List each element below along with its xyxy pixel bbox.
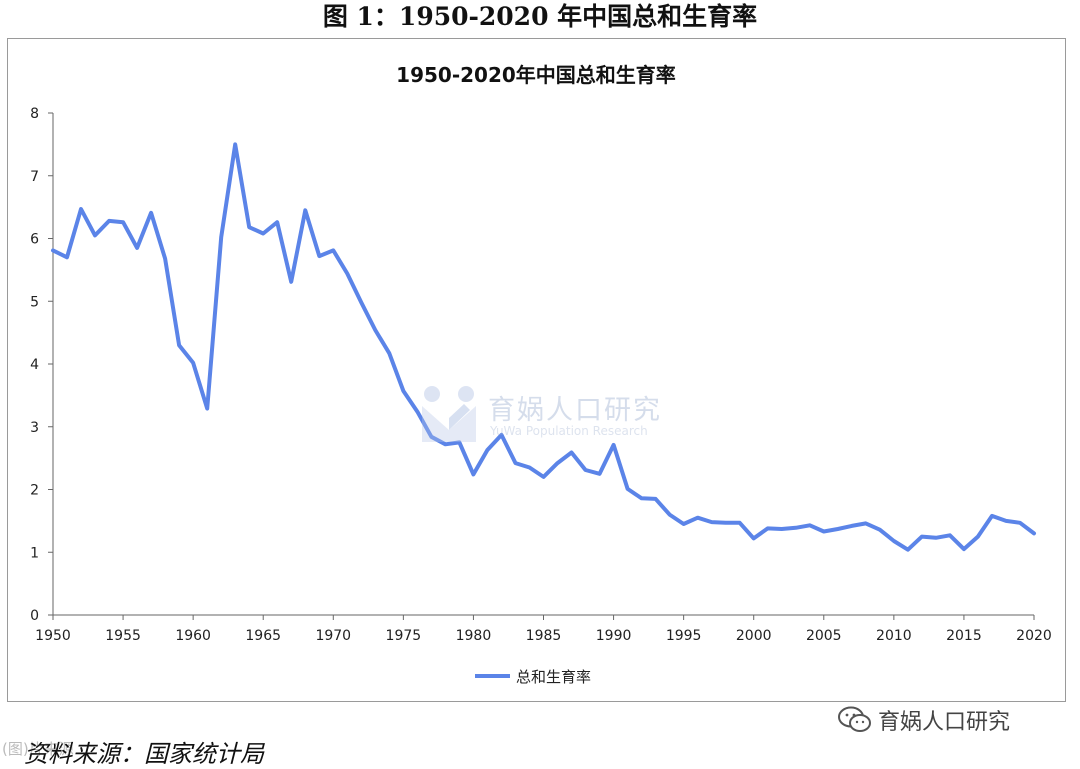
series-line [51,142,1036,552]
x-tick-label: 1980 [456,628,492,644]
legend-label: 总和生育率 [516,668,591,686]
y-tick-label: 2 [30,483,39,499]
y-tick-label: 3 [30,420,39,436]
x-tick-label: 1965 [245,628,281,644]
figure-caption: 图 1：1950-2020 年中国总和生育率 [322,2,758,31]
x-tick-label: 1960 [175,628,211,644]
y-tick-label: 8 [30,106,39,122]
y-tick-label: 0 [30,608,39,624]
axes: 0 1 2 3 4 5 6 7 8 1950 1955 1960 1965 1970 1975 1980 198… [30,106,1052,644]
x-tick-label: 1995 [666,628,702,644]
line-chart: 1950-2020年中国总和生育率 0 1 2 3 4 5 6 7 8 1950 1955 1960 1… [30,63,1052,686]
wechat-icon [838,706,871,732]
x-tick-label: 1970 [315,628,351,644]
x-tick-label: 1985 [526,628,562,644]
x-tick-label: 2020 [1016,628,1052,644]
y-tick-label: 5 [30,294,39,310]
wechat-account[interactable]: 育娲人口研究 [838,703,1010,737]
y-tick-label: 1 [30,545,39,561]
x-tick-label: 1990 [596,628,632,644]
y-tick-label: 4 [30,357,39,373]
series-layer [51,142,1036,552]
y-tick-label: 6 [30,232,39,248]
x-tick-label: 2010 [876,628,912,644]
wechat-account-label: 育娲人口研究 [878,710,1011,735]
source-note: 资料来源：国家统计局 [24,740,264,768]
x-tick-label: 2000 [736,628,772,644]
source-watermark: (图)片来源 [2,740,74,758]
x-tick-label: 2015 [946,628,982,644]
x-tick-label: 1950 [35,628,71,644]
x-tick-label: 2005 [806,628,842,644]
y-tick-label: 7 [30,169,39,185]
chart-frame: 1950-2020年中国总和生育率 0 1 2 3 4 5 6 7 8 1950 1955 1960 1… [7,38,1066,702]
legend: 总和生育率 [475,668,591,686]
x-tick-label: 1975 [386,628,422,644]
x-tick-label: 1955 [105,628,141,644]
chart-title: 1950-2020年中国总和生育率 [396,63,676,87]
